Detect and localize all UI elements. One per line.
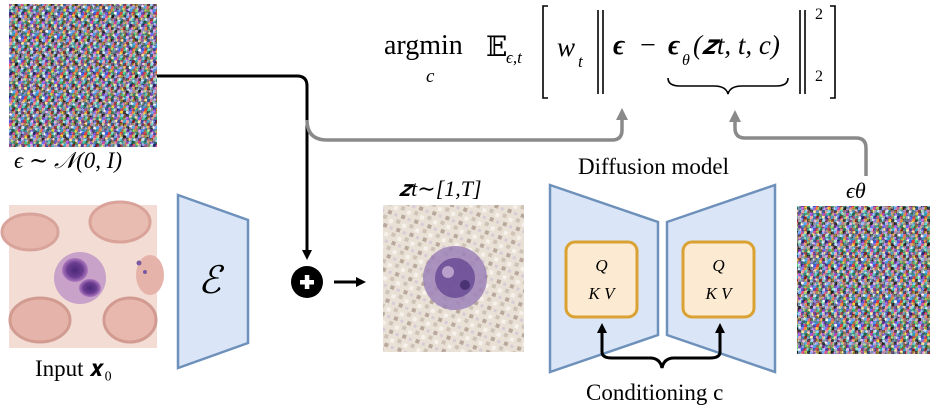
- attention-left-kv: K V: [588, 284, 615, 303]
- noise-image: [9, 4, 157, 147]
- conditioning-label: Conditioning c: [586, 380, 724, 405]
- objective-minus: −: [640, 30, 656, 61]
- objective-weight: w: [557, 32, 576, 62]
- plus-node: [291, 266, 323, 298]
- conditioning-brace: [597, 323, 725, 369]
- noise-label: ϵ ∼ 𝒩(0, I): [14, 148, 123, 173]
- noise-to-objective-arrow: [305, 108, 628, 142]
- noise-to-plus-arrow: [157, 74, 312, 260]
- attention-left-q: Q: [595, 256, 608, 275]
- objective-weight-sub: t: [578, 52, 583, 71]
- objective-argmin-sub: c: [426, 66, 435, 87]
- objective-norm-sub: 2: [815, 68, 823, 85]
- objective-brackets: [542, 5, 836, 99]
- objective-expectation: 𝔼: [486, 32, 508, 63]
- encoder-block: [176, 193, 250, 370]
- latent-image: [383, 205, 524, 352]
- input-label: Input 𝒙₀: [35, 356, 113, 381]
- attention-right-q: Q: [712, 256, 725, 275]
- latent-label: 𝒛t∼[1,T]: [399, 176, 482, 201]
- objective-model: ϵ: [668, 30, 681, 61]
- objective-model-sub: θ: [682, 52, 690, 69]
- objective-norm-sup: 2: [815, 6, 823, 23]
- attention-block-right: [681, 240, 756, 319]
- predicted-noise-label: ϵθ: [846, 178, 866, 203]
- objective-expectation-sub: ϵ,t: [506, 48, 522, 67]
- prediction-to-objective-arrow: [729, 110, 868, 176]
- objective-noise: ϵ: [613, 30, 626, 61]
- attention-block-left: [564, 240, 639, 319]
- objective-argmin: argmin: [384, 30, 463, 61]
- predicted-noise-image: [797, 206, 930, 354]
- input-image: [0, 200, 164, 348]
- encoder-label: ℰ: [198, 260, 222, 302]
- attention-right-kv: K V: [705, 284, 732, 303]
- objective-model-args: (𝒛t, t, c): [693, 30, 780, 60]
- diffusion-model-label: Diffusion model: [578, 154, 729, 179]
